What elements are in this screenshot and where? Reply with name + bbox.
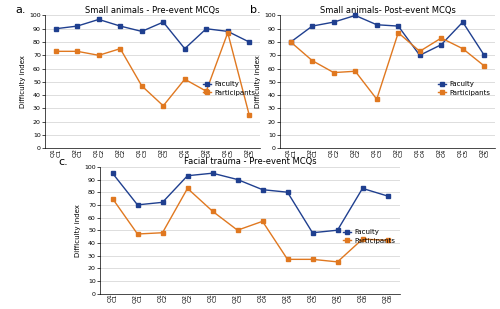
- Participants: [225, 31, 231, 35]
- Faculty: [182, 47, 188, 50]
- Line: Faculty: Faculty: [111, 171, 389, 235]
- Legend: Faculty, Participants: Faculty, Participants: [202, 80, 256, 97]
- Faculty: [53, 27, 59, 31]
- Y-axis label: Difficulty index: Difficulty index: [76, 204, 82, 257]
- Y-axis label: Difficulty index: Difficulty index: [20, 55, 26, 108]
- Faculty: [309, 24, 316, 28]
- Faculty: [74, 24, 80, 28]
- Legend: Faculty, Participants: Faculty, Participants: [436, 80, 492, 97]
- Faculty: [96, 18, 102, 21]
- Faculty: [438, 43, 444, 47]
- Faculty: [384, 194, 390, 198]
- Participants: [384, 239, 390, 242]
- Participants: [74, 49, 80, 53]
- Participants: [331, 71, 337, 74]
- Title: Facial trauma - Pre-event MCQs: Facial trauma - Pre-event MCQs: [184, 157, 316, 166]
- Participants: [246, 113, 252, 117]
- Title: Small animals- Post-event MCQs: Small animals- Post-event MCQs: [320, 6, 456, 15]
- Faculty: [374, 23, 380, 27]
- Faculty: [160, 201, 166, 204]
- Participants: [210, 210, 216, 213]
- Participants: [481, 64, 487, 68]
- Participants: [438, 36, 444, 40]
- Participants: [284, 257, 290, 261]
- Faculty: [203, 27, 209, 31]
- Legend: Faculty, Participants: Faculty, Participants: [342, 228, 396, 245]
- Faculty: [225, 30, 231, 33]
- Participants: [234, 228, 240, 232]
- Line: Participants: Participants: [54, 31, 251, 117]
- Faculty: [110, 171, 116, 175]
- Participants: [160, 104, 166, 108]
- Participants: [139, 84, 145, 88]
- Participants: [260, 219, 266, 223]
- Faculty: [284, 190, 290, 194]
- Faculty: [117, 24, 123, 28]
- Y-axis label: Difficulty index: Difficulty index: [256, 55, 262, 108]
- Faculty: [334, 228, 340, 232]
- Faculty: [288, 40, 294, 44]
- Participants: [417, 49, 423, 53]
- Faculty: [134, 203, 140, 207]
- Participants: [53, 49, 59, 53]
- Participants: [203, 89, 209, 93]
- Participants: [310, 257, 316, 261]
- Faculty: [460, 20, 466, 24]
- Participants: [352, 70, 358, 73]
- Text: b.: b.: [250, 5, 260, 15]
- Text: a.: a.: [15, 5, 26, 15]
- Participants: [182, 77, 188, 81]
- Faculty: [160, 20, 166, 24]
- Faculty: [481, 53, 487, 57]
- Faculty: [210, 171, 216, 175]
- Participants: [160, 231, 166, 235]
- Line: Participants: Participants: [289, 31, 486, 101]
- Faculty: [234, 178, 240, 181]
- Participants: [360, 237, 366, 241]
- Participants: [96, 53, 102, 57]
- Participants: [334, 260, 340, 264]
- Faculty: [360, 187, 366, 190]
- Participants: [309, 59, 316, 62]
- Faculty: [395, 24, 401, 28]
- Faculty: [139, 30, 145, 33]
- Participants: [117, 47, 123, 50]
- Faculty: [331, 20, 337, 24]
- Text: c.: c.: [58, 157, 68, 167]
- Faculty: [260, 188, 266, 192]
- Faculty: [417, 53, 423, 57]
- Participants: [460, 47, 466, 50]
- Faculty: [352, 14, 358, 17]
- Line: Participants: Participants: [111, 187, 389, 264]
- Participants: [184, 187, 190, 190]
- Participants: [374, 97, 380, 101]
- Participants: [395, 31, 401, 35]
- Faculty: [246, 40, 252, 44]
- Line: Faculty: Faculty: [289, 14, 486, 57]
- Title: Small animals - Pre-event MCQs: Small animals - Pre-event MCQs: [85, 6, 220, 15]
- Participants: [110, 197, 116, 200]
- Faculty: [310, 231, 316, 235]
- Participants: [134, 232, 140, 236]
- Faculty: [184, 174, 190, 178]
- Line: Faculty: Faculty: [54, 18, 251, 50]
- Participants: [288, 40, 294, 44]
